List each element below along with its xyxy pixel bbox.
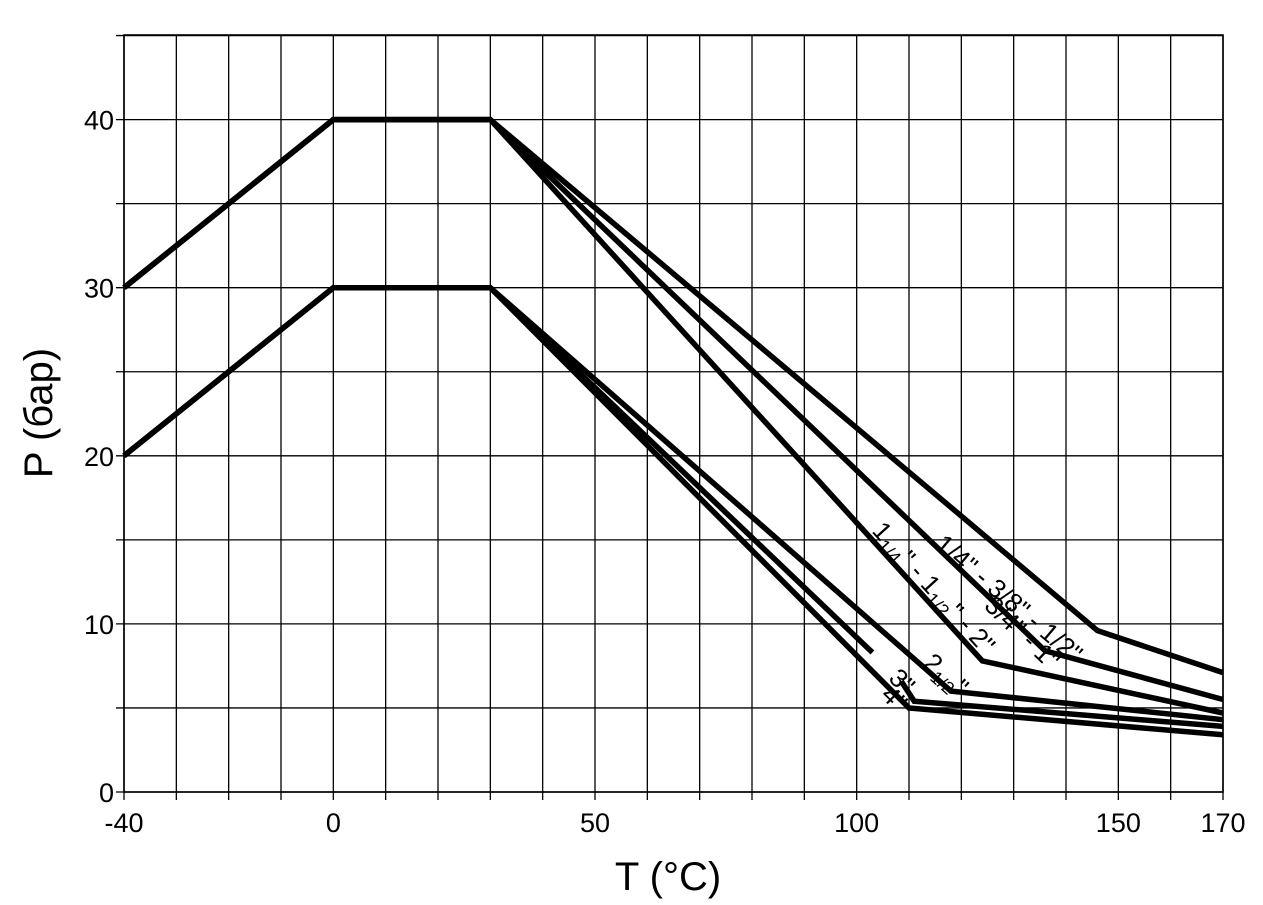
x-tick-label: 100 [834,808,879,838]
x-tick-label: 50 [580,808,610,838]
x-tick-labels: -40 0 50 100 150 170 [104,808,1245,838]
y-tick-label: 10 [84,610,114,640]
series-line [122,116,1224,716]
series-line [122,284,1224,738]
y-tick-label: 0 [99,778,114,808]
series-line [122,284,875,655]
series-line [122,116,1224,703]
series-labels: 1/4" - 3/8" - 1/2"3/4" - 1"11/4" - 11/2"… [867,516,1089,718]
series-lines [122,116,1224,738]
grid [116,34,1224,800]
x-tick-label: 0 [326,808,341,838]
y-tick-label: 20 [84,442,114,472]
y-tick-label: 30 [84,274,114,304]
series-label: 21/2" [915,647,974,705]
y-tick-labels: 0 10 20 30 40 [84,106,114,808]
x-tick-label: 150 [1096,808,1141,838]
series-line [122,116,1224,676]
y-tick-label: 40 [84,106,114,136]
y-axis-label: P (бар) [17,348,61,478]
x-axis-label: T (°C) [615,855,721,899]
x-tick-label: -40 [104,808,143,838]
x-tick-label: 170 [1200,808,1245,838]
plot-frame [123,34,1224,793]
series-line [898,679,1224,730]
